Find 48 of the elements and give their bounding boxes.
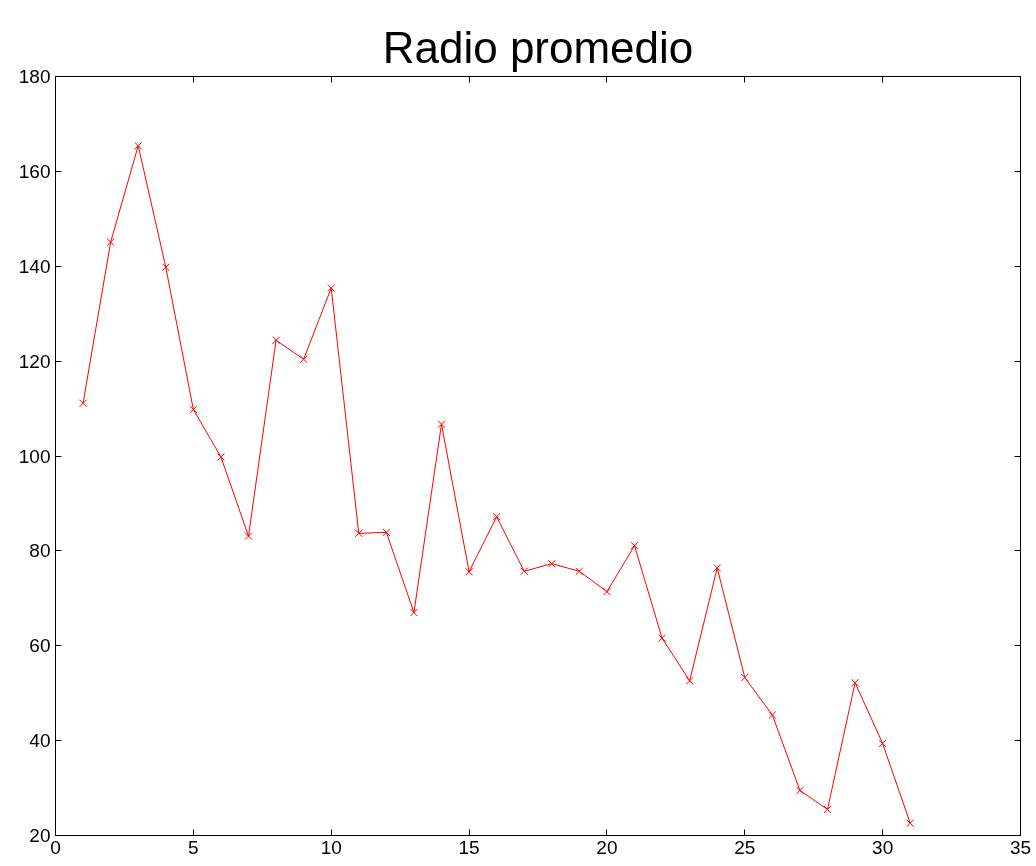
point <box>685 676 694 685</box>
point <box>161 263 170 272</box>
point <box>299 355 308 364</box>
point <box>327 284 336 293</box>
point <box>134 141 143 150</box>
point <box>244 532 253 541</box>
point <box>602 587 611 596</box>
point <box>906 819 915 828</box>
point <box>823 805 832 814</box>
point <box>768 710 777 720</box>
y-tick-label: 100 <box>18 445 51 467</box>
point <box>437 420 446 429</box>
x-tick-label: 5 <box>188 836 199 858</box>
point <box>106 238 115 247</box>
x-tick-label: 25 <box>734 836 756 858</box>
point <box>354 529 363 538</box>
y-tick-label: 180 <box>18 66 51 87</box>
point <box>189 405 198 414</box>
point <box>575 567 584 576</box>
x-tick-label: 10 <box>320 836 342 858</box>
y-tick-label: 140 <box>18 255 51 277</box>
point <box>547 559 556 568</box>
y-tick-label: 80 <box>29 540 51 562</box>
point <box>851 678 860 687</box>
point <box>795 786 804 795</box>
point <box>465 567 474 576</box>
y-tick-label: 40 <box>29 730 51 752</box>
point <box>658 634 667 643</box>
x-tick-label: 20 <box>596 836 618 858</box>
y-tick-label: 120 <box>18 350 51 372</box>
point <box>382 528 391 537</box>
point <box>216 452 225 461</box>
point <box>713 563 722 572</box>
x-tick-label: 15 <box>458 836 480 858</box>
y-tick-label: 160 <box>18 160 51 182</box>
x-tick-label: 30 <box>872 836 894 858</box>
point <box>492 512 501 521</box>
x-tick-label: 0 <box>50 836 61 858</box>
point <box>878 739 887 748</box>
point <box>272 336 281 345</box>
point <box>520 567 529 576</box>
point <box>740 673 749 682</box>
point <box>79 399 88 408</box>
point <box>409 608 418 617</box>
x-tick-label: 35 <box>1009 836 1032 858</box>
y-tick-label: 60 <box>29 635 51 657</box>
chart-title: Radio promedio <box>382 22 694 72</box>
point <box>630 541 639 550</box>
